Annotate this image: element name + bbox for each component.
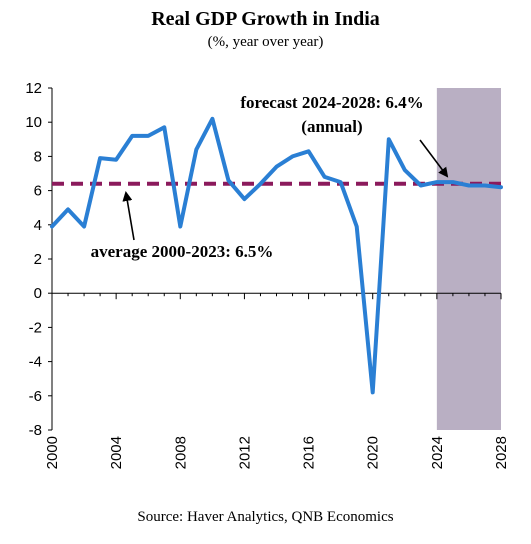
y-tick-label: -4 <box>29 354 42 371</box>
chart-subtitle: (%, year over year) <box>207 34 324 50</box>
forecast-arrow <box>419 139 449 178</box>
x-tick-label: 2000 <box>44 436 61 469</box>
y-tick-label: -8 <box>29 422 42 439</box>
x-tick-label: 2008 <box>172 436 189 469</box>
y-tick-label: 2 <box>34 251 42 268</box>
average-arrow <box>122 191 135 241</box>
forecast-annotation-line1: forecast 2024-2028: 6.4% <box>240 93 423 112</box>
forecast-annotation-line2: (annual) <box>301 117 362 136</box>
y-tick-label: 10 <box>25 114 42 131</box>
x-tick-label: 2020 <box>365 436 382 469</box>
y-tick-label: -2 <box>29 319 42 336</box>
forecast-shade <box>436 88 501 430</box>
x-tick-label: 2024 <box>429 436 446 469</box>
y-tick-label: 0 <box>34 285 42 302</box>
y-tick-label: 4 <box>34 217 42 234</box>
average-annotation: average 2000-2023: 6.5% <box>91 242 274 261</box>
y-tick-label: 8 <box>34 148 42 165</box>
y-tick-label: 6 <box>34 183 42 200</box>
chart-source: Source: Haver Analytics, QNB Economics <box>137 509 394 525</box>
x-tick-label: 2028 <box>493 436 510 469</box>
x-tick-label: 2004 <box>108 436 125 469</box>
chart-title: Real GDP Growth in India <box>151 8 380 30</box>
x-tick-label: 2012 <box>236 436 253 469</box>
y-tick-label: 12 <box>25 80 42 97</box>
x-tick-label: 2016 <box>301 436 318 469</box>
y-tick-label: -6 <box>29 388 42 405</box>
